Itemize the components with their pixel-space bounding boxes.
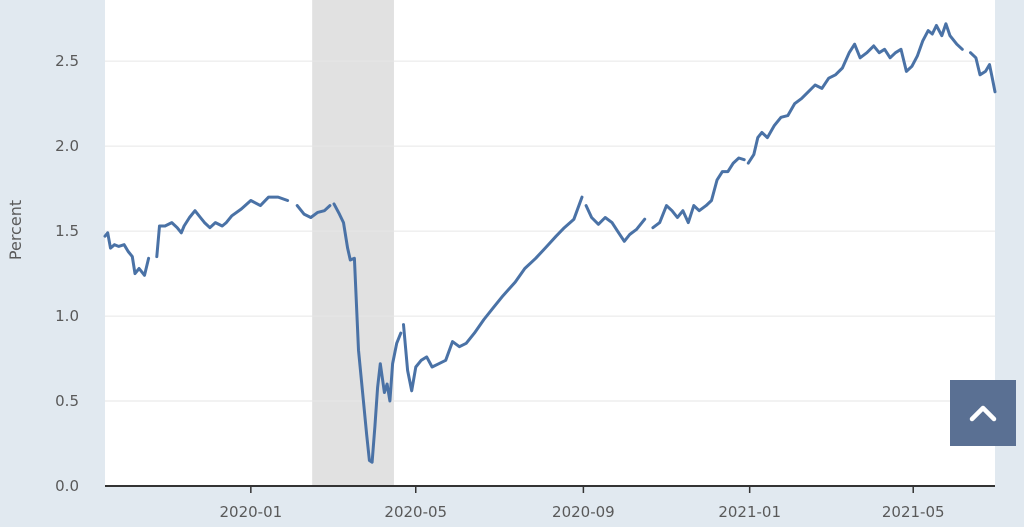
chevron-up-icon — [969, 405, 997, 422]
recession-shade — [312, 0, 394, 486]
y-axis-ticks: 0.0 0.5 1.0 1.5 2.0 2.5 — [55, 52, 79, 495]
series-line — [155, 195, 290, 259]
scroll-to-top-button[interactable] — [950, 380, 1016, 446]
series-line — [332, 202, 403, 464]
series-line — [746, 22, 964, 165]
series-line — [584, 204, 647, 243]
x-tick-label: 2020-05 — [384, 503, 447, 521]
x-tick-label: 2020-09 — [552, 503, 615, 521]
series-line — [402, 195, 584, 393]
recession-shade-layer — [312, 0, 394, 486]
series-line — [295, 204, 332, 219]
y-tick-label: 2.0 — [55, 137, 79, 155]
x-tick-label: 2021-05 — [882, 503, 945, 521]
y-tick-label: 0.0 — [55, 477, 79, 495]
y-tick-label: 1.0 — [55, 307, 79, 325]
series-line-layer — [103, 22, 997, 464]
x-axis-ticks: 2020-01 2020-05 2020-09 2021-01 2021-05 — [219, 486, 945, 521]
x-tick-label: 2021-01 — [718, 503, 781, 521]
grid-layer — [105, 60, 995, 402]
y-axis-label: Percent — [6, 200, 25, 260]
x-tick-label: 2020-01 — [219, 503, 282, 521]
series-line — [651, 156, 746, 230]
y-tick-label: 0.5 — [55, 392, 79, 410]
series-line — [103, 231, 151, 277]
y-tick-label: 2.5 — [55, 52, 79, 70]
y-tick-label: 1.5 — [55, 222, 79, 240]
series-line — [969, 51, 997, 94]
